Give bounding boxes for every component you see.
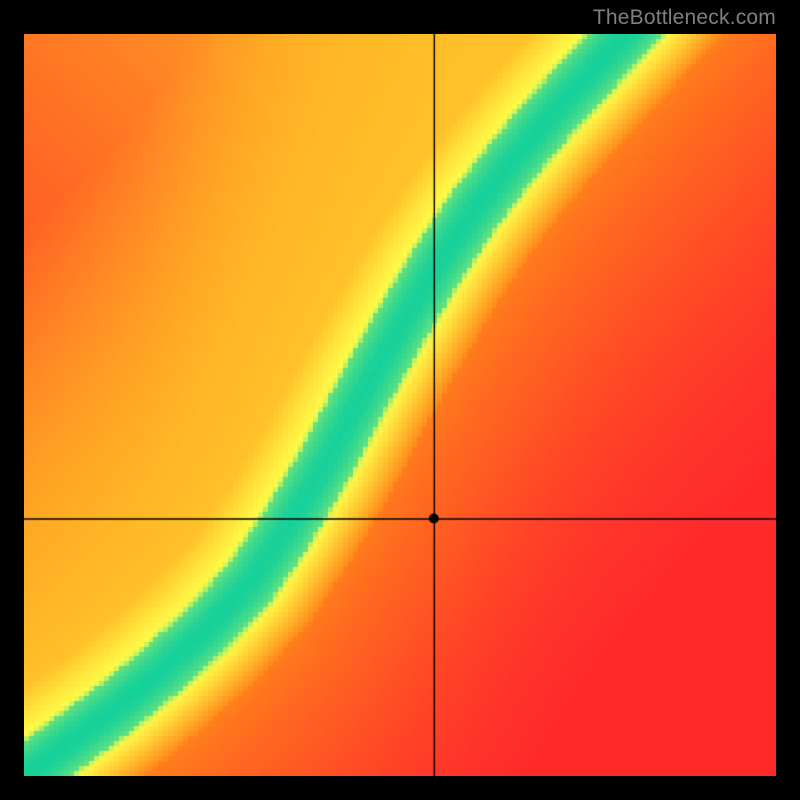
chart-container: TheBottleneck.com [0, 0, 800, 800]
watermark-text: TheBottleneck.com [593, 6, 776, 30]
heatmap-canvas [24, 34, 776, 776]
heatmap-chart [24, 34, 776, 776]
